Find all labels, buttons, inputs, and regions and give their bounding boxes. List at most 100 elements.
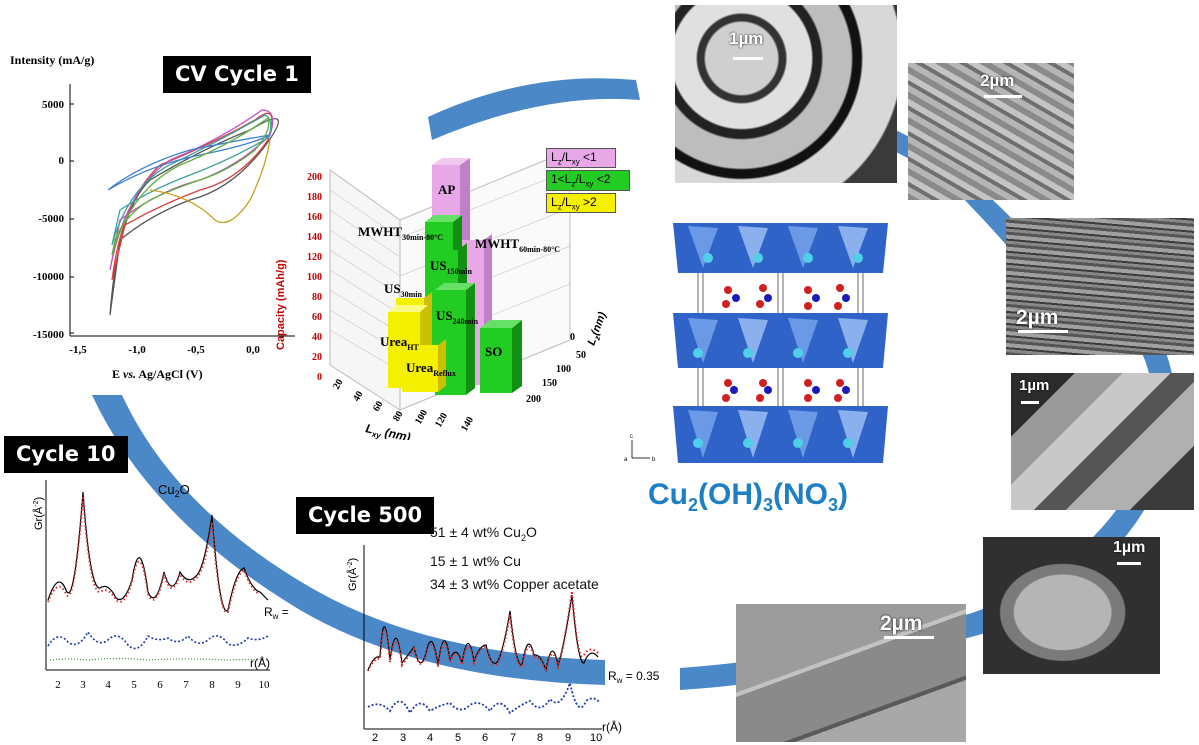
pdf10-xtick: 7 [183, 679, 189, 691]
svg-text:a: a [624, 457, 628, 463]
nitrate-groups [722, 284, 850, 402]
cycle-500-label: Cycle 500 [296, 497, 435, 535]
sem-image-5: 1µm [983, 537, 1160, 674]
pdf10-xtick: 9 [235, 679, 241, 691]
bar3d-ytick: 20 [312, 352, 322, 363]
legend-entry: 1<Lz/Lxy <2 [546, 170, 630, 191]
sem-scale-label: 2µm [980, 71, 1015, 90]
bar3d-ytick: 160 [307, 212, 322, 223]
cv-xtick: -1,5 [69, 344, 87, 356]
bar3d-ytick: 0 [317, 372, 322, 383]
crystal-structure [673, 223, 888, 463]
pdf-cycle-500-plot: Gr(Å-2) Rw = 0.35 r(Å) [346, 545, 660, 734]
bar3d-xtick: 80 [391, 409, 406, 423]
pdf10-xtick: 8 [209, 679, 215, 691]
bar3d-zlabel: Lz(nm) [586, 310, 611, 348]
pdf500-xticks: 2 3 4 5 6 7 8 9 10 [368, 731, 610, 745]
cv-ytick: -5000 [38, 213, 64, 225]
sem-image-2: 2µm [908, 63, 1074, 200]
cv-ytick: 5000 [42, 99, 65, 111]
pdf10-xtick: 2 [55, 679, 61, 691]
bar3d-ztick: 200 [526, 394, 541, 405]
bar3d-xtick: 140 [459, 415, 476, 433]
pdf500-xtick: 4 [427, 732, 434, 744]
bar3d-ytick: 80 [312, 292, 322, 303]
pdf500-xtick: 3 [400, 732, 407, 744]
bar3d-ylabel: Capacity (mAh/g) [275, 259, 287, 350]
bar3d-ztick: 0 [570, 332, 575, 343]
bar3d-ytick: 40 [312, 332, 322, 343]
bar-label-ap: AP [438, 182, 455, 197]
pdf10-xtick: 4 [105, 679, 111, 691]
axes-glyph-icon: c a b [624, 434, 656, 463]
pdf10-xtick: 3 [80, 679, 86, 691]
sem-scale-label: 2µm [1016, 306, 1059, 329]
pdf10-rw: Rw = 0.31 [264, 605, 290, 621]
sem-scale-label: 1µm [729, 29, 764, 48]
sem-image-3: 2µm [1006, 218, 1194, 355]
pdf10-xtick: 10 [259, 679, 271, 691]
cv-plot: Intensity (mA/g) 5000 0 -5000 -10000 -15… [10, 53, 295, 381]
bar-label-mwht30: MWHT30min-80°C [358, 224, 443, 242]
sem-image-6: 2µm [736, 604, 966, 742]
bar3d-xtick: 20 [331, 377, 346, 391]
octahedral-layer [673, 406, 888, 463]
bar3d-ytick: 140 [307, 232, 322, 243]
svg-text:c: c [630, 434, 633, 440]
pdf10-xlabel: r(Å) [250, 655, 270, 670]
bar-label-us150: US150min [430, 258, 473, 276]
bar3d-ytick: 200 [307, 172, 322, 183]
pdf10-xtick: 5 [131, 679, 137, 691]
bar3d-xtick: 40 [351, 389, 366, 403]
cycle-10-label: Cycle 10 [4, 436, 128, 474]
bar-label-us240: US240min [436, 308, 479, 326]
cv-ytick: -10000 [33, 271, 65, 283]
pdf-cycle-10-plot: Gr(Å-2) Cu2O Rw = 0.31 r(Å) 2 3 4 5 6 7 … [32, 480, 290, 691]
pdf500-rw: Rw = 0.35 [608, 669, 660, 685]
sem-image-1: 1µm [675, 5, 897, 183]
bar-label-ureaht: UreaHT [380, 334, 419, 352]
bar-label-mwht60: MWHT60min-80°C [475, 236, 560, 254]
pdf500-xtick: 8 [537, 732, 544, 744]
phase-fractions: 51 ± 4 wt% Cu2O 15 ± 1 wt% Cu 34 ± 3 wt%… [430, 521, 599, 596]
bar3d-ytick: 100 [307, 272, 322, 283]
cv-ytick: -15000 [33, 329, 65, 341]
octahedral-layer [673, 223, 888, 273]
bar3d-xtick: 120 [433, 411, 450, 429]
bar-urearef [402, 339, 446, 392]
pdf500-xtick: 10 [590, 732, 603, 744]
bar-so [480, 320, 522, 393]
bar3d-xtick: 60 [371, 399, 386, 413]
octahedral-layer [673, 313, 888, 368]
svg-text:b: b [652, 457, 656, 463]
pdf500-ylabel: Gr(Å-2) [346, 558, 359, 591]
sem-scale-label: 1µm [1019, 377, 1050, 394]
bar3d-ytick: 60 [312, 312, 322, 323]
pdf10-xtick: 6 [157, 679, 163, 691]
capacity-3d-bar-chart: Capacity (mAh/g) 200 180 160 140 120 100… [275, 150, 611, 440]
pdf10-ylabel: Gr(Å-2) [32, 497, 45, 530]
pdf500-xtick: 6 [482, 732, 489, 744]
pdf500-xtick: 2 [372, 732, 379, 744]
bar3d-ztick: 50 [576, 350, 586, 361]
cv-xtick: 0,0 [246, 344, 260, 356]
cv-xtick: -0,5 [187, 344, 205, 356]
phase-fraction-cu2o: 51 ± 4 wt% Cu2O [430, 524, 537, 543]
pdf500-xtick: 5 [455, 732, 462, 744]
bar3d-ytick: 180 [307, 192, 322, 203]
pdf500-xlabel: r(Å) [602, 719, 622, 734]
legend-entry: Lz/Lxy >2 [546, 192, 616, 214]
pdf10-phase-label: Cu2O [158, 482, 190, 499]
bar-label-urearef: UreaReflux [406, 360, 456, 378]
bar3d-ztick: 150 [542, 378, 557, 389]
sem-scale-label: 2µm [880, 612, 923, 635]
phase-fraction-copper-acetate: 34 ± 3 wt% Copper acetate [430, 575, 599, 592]
bar3d-ztick: 100 [556, 364, 571, 375]
cv-cycle-1-label: CV Cycle 1 [163, 56, 311, 94]
bar-label-us30: US30min [384, 281, 423, 299]
sem-scale-label: 1µm [1113, 539, 1146, 556]
cv-ylabel: Intensity (mA/g) [10, 53, 94, 67]
pdf500-xtick: 7 [510, 732, 517, 744]
pdf500-xtick: 9 [565, 732, 572, 744]
cv-xlabel: E vs. Ag/AgCl (V) [112, 367, 203, 381]
